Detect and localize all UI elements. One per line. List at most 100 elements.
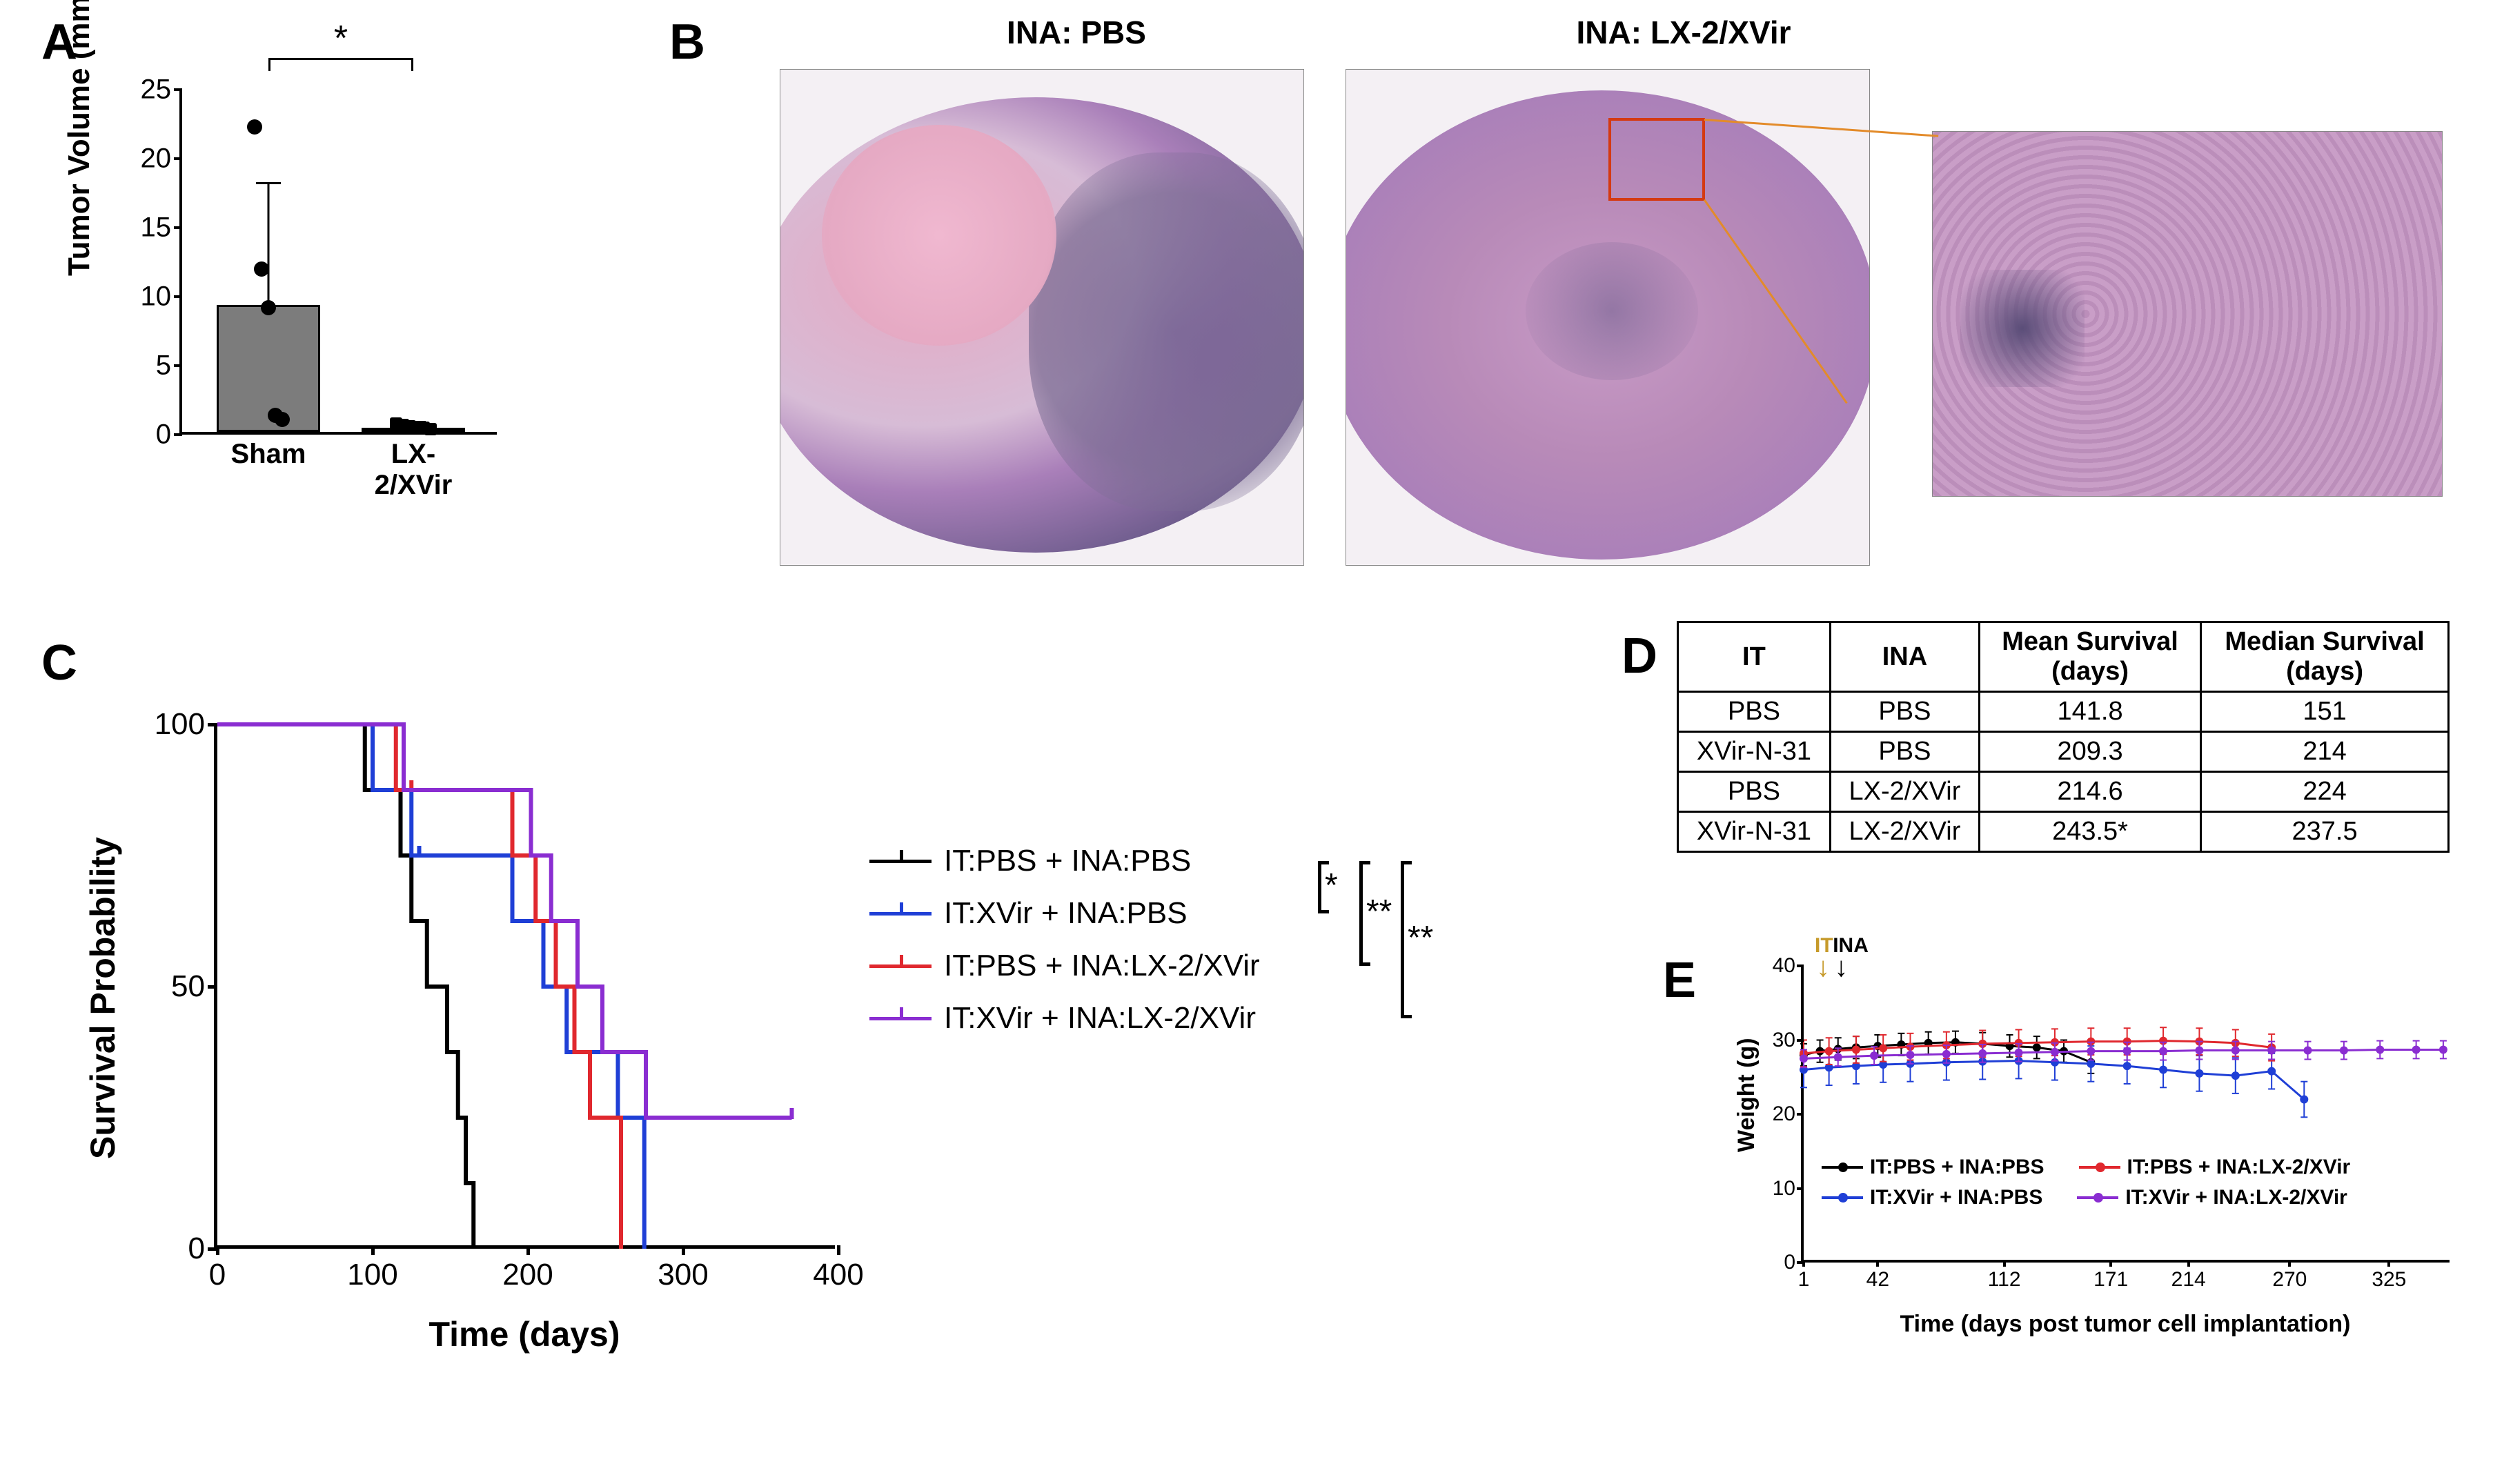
table-cell: LX-2/XVir (1830, 772, 1979, 812)
xtick-label: 325 (2372, 1268, 2406, 1292)
legend-label: IT:PBS + INA:LX-2/XVir (944, 949, 1260, 983)
legend-label: IT:XVir + INA:PBS (944, 896, 1188, 931)
legend-row: IT:PBS + INA:PBSIT:PBS + INA:LX-2/XVir (1822, 1152, 2385, 1183)
panel-b-label: B (669, 14, 705, 70)
panel-a-chart: 0510152025ShamLX-2/XVir* (179, 90, 497, 435)
legend-row: IT:XVir + INA:PBS IT:XVir + INA:LX-2/XVir (1822, 1183, 2385, 1213)
significance-bar (1359, 861, 1363, 966)
xtick (682, 1245, 685, 1255)
legend-swatch (1822, 1196, 1863, 1199)
significance-bar (1318, 861, 1321, 913)
panel-e-legend: IT:PBS + INA:PBSIT:PBS + INA:LX-2/XVirIT… (1822, 1152, 2385, 1213)
xtick-label: 214 (2171, 1268, 2206, 1292)
xtick (2187, 1260, 2190, 1267)
legend-swatch (869, 860, 932, 863)
ytick (174, 295, 182, 298)
ytick-label: 30 (1773, 1029, 1795, 1052)
ytick-label: 10 (141, 281, 172, 313)
xtick-label: 42 (1866, 1268, 1889, 1292)
panel-b-title-1: INA: PBS (835, 14, 1318, 51)
table-cell: 209.3 (1980, 732, 2201, 772)
table-cell: PBS (1830, 692, 1979, 732)
legend-swatch (2077, 1196, 2118, 1199)
ytick-label: 25 (141, 75, 172, 106)
xtick (1876, 1260, 1879, 1267)
bar (362, 87, 465, 432)
xtick (1802, 1260, 1805, 1267)
panel-e-xlabel: Time (days post tumor cell implantation) (1801, 1311, 2450, 1338)
panel-c-chart: 0501000100200300400 (214, 724, 835, 1249)
panel-e: E Weight (g) Time (days post tumor cell … (1718, 931, 2477, 1456)
xtick-label: 1 (1798, 1268, 1810, 1292)
xtick (2387, 1260, 2390, 1267)
table-row: PBSLX-2/XVir214.6224 (1678, 772, 2449, 812)
table-row: XVir-N-31PBS209.3214 (1678, 732, 2449, 772)
zoom-box (1608, 118, 1705, 201)
ytick-label: 10 (1773, 1177, 1795, 1200)
panel-c-ylabel: Survival Probability (83, 837, 123, 1159)
xtick-label: 400 (813, 1258, 863, 1292)
legend-label: IT:XVir + INA:LX-2/XVir (2125, 1186, 2347, 1209)
table-header-cell: INA (1830, 622, 1979, 692)
xtick (216, 1245, 219, 1255)
panel-c-xlabel: Time (days) (214, 1314, 835, 1354)
table-cell: PBS (1830, 732, 1979, 772)
ytick (1797, 964, 1804, 967)
xtick (2003, 1260, 2006, 1267)
panel-c-svg (217, 724, 838, 1249)
ytick-label: 40 (1773, 954, 1795, 978)
panel-b-title-2: INA: LX-2/XVir (1442, 14, 1925, 51)
ytick (208, 723, 217, 726)
table-row: XVir-N-31LX-2/XVir243.5*237.5 (1678, 812, 2449, 852)
table-cell: 237.5 (2201, 812, 2449, 852)
xtick (837, 1245, 840, 1255)
table-header-cell: IT (1678, 622, 1831, 692)
table-cell: 141.8 (1980, 692, 2201, 732)
ytick-label: 0 (156, 419, 171, 451)
panel-e-chart: 010203040142112171214270325 (1801, 966, 2450, 1263)
xtick-label: 171 (2093, 1268, 2128, 1292)
table-cell: 214.6 (1980, 772, 2201, 812)
legend-label: IT:XVir + INA:PBS (1870, 1186, 2042, 1209)
xtick-label: 0 (209, 1258, 226, 1292)
panel-c-legend: IT:PBS + INA:PBS IT:XVir + INA:PBS IT:PBS … (869, 835, 1311, 1045)
table-cell: 151 (2201, 692, 2449, 732)
ytick (1797, 1113, 1804, 1116)
bar-category-label: Sham (217, 439, 320, 470)
histology-lx2xvir (1346, 69, 1870, 566)
legend-row: IT:PBS + INA:LX-2/XVir (869, 940, 1311, 992)
ytick-label: 15 (141, 212, 172, 244)
bar-category-label: LX-2/XVir (362, 439, 465, 501)
ytick (1797, 1039, 1804, 1042)
injection-arrow-label: IT (1815, 934, 1833, 958)
legend-row: IT:XVir + INA:PBS (869, 887, 1311, 940)
panel-e-svg (1804, 966, 2452, 1263)
panel-e-ylabel: Weight (g) (1733, 1038, 1760, 1152)
table-cell: PBS (1678, 772, 1831, 812)
table-row: PBSPBS141.8151 (1678, 692, 2449, 732)
xtick-label: 270 (2272, 1268, 2307, 1292)
xtick-label: 300 (658, 1258, 708, 1292)
ytick (174, 433, 182, 436)
survival-curve (217, 724, 621, 1249)
ytick-label: 0 (188, 1231, 205, 1266)
xtick-label: 100 (347, 1258, 397, 1292)
table-cell: XVir-N-31 (1678, 732, 1831, 772)
significance-bar (1401, 861, 1404, 1018)
significance-label: ** (1408, 919, 1433, 957)
table-cell: 243.5* (1980, 812, 2201, 852)
histology-zoom (1932, 131, 2443, 497)
data-point (254, 261, 269, 277)
xtick (526, 1245, 530, 1255)
panel-e-label: E (1663, 952, 1696, 1009)
table-cell: XVir-N-31 (1678, 812, 1831, 852)
panel-c: C Survival Probability Time (days) 05010… (41, 635, 1145, 1394)
data-point (275, 412, 290, 427)
legend-label: IT:PBS + INA:PBS (944, 844, 1191, 878)
panel-b: B INA: PBS INA: LX-2/XVir (697, 14, 2456, 600)
survival-curve (217, 724, 473, 1249)
legend-swatch (869, 1017, 932, 1020)
panel-c-label: C (41, 635, 77, 691)
legend-row: IT:PBS + INA:PBS (869, 835, 1311, 887)
legend-row: IT:XVir + INA:LX-2/XVir (869, 992, 1311, 1045)
